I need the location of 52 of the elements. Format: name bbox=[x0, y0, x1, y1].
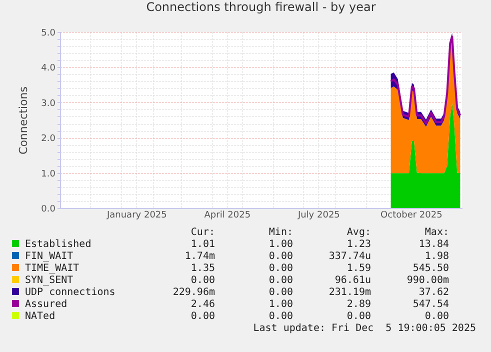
chart-title: Connections through firewall - by year bbox=[146, 0, 376, 14]
text: 0.00 bbox=[268, 263, 293, 275]
text: 0.00 bbox=[268, 275, 293, 287]
y-tick-label: 1.0 bbox=[41, 169, 56, 180]
y-tick-label: 5.0 bbox=[41, 28, 56, 38]
text: 1.00 bbox=[268, 239, 293, 251]
legend-label: SYN_SENT bbox=[24, 275, 74, 287]
text: 13.84 bbox=[418, 239, 449, 251]
text: 1.01 bbox=[190, 239, 215, 251]
legend-label: UDP connections bbox=[24, 287, 116, 299]
text: 1.35 bbox=[190, 263, 215, 275]
legend-label: FIN_WAIT bbox=[24, 251, 74, 263]
text: 337.74u bbox=[328, 251, 371, 263]
text: Min: bbox=[268, 227, 293, 239]
x-tick-label: July 2025 bbox=[296, 210, 340, 220]
text: 0.00 bbox=[346, 311, 371, 323]
text: 96.61u bbox=[334, 275, 371, 287]
text: 229.96m bbox=[172, 287, 215, 299]
text: 0.00 bbox=[268, 251, 293, 263]
legend-label: NATed bbox=[24, 311, 56, 323]
text: 1.00 bbox=[268, 299, 293, 311]
text: Cur: bbox=[190, 227, 215, 239]
text: 1.23 bbox=[346, 239, 371, 251]
text: Avg: bbox=[346, 227, 371, 239]
x-tick-label: October 2025 bbox=[380, 210, 442, 220]
text: 1.74m bbox=[184, 251, 215, 263]
text: Max: bbox=[424, 227, 449, 239]
legend-label: TIME_WAIT bbox=[24, 263, 80, 275]
text: 1.59 bbox=[346, 263, 371, 275]
y-tick-label: 0.0 bbox=[41, 204, 56, 214]
text: 990.00m bbox=[406, 275, 449, 287]
text: 1.98 bbox=[424, 251, 449, 263]
y-tick-label: 2.0 bbox=[41, 134, 56, 144]
y-axis-title: Connections bbox=[17, 86, 30, 154]
text: 2.89 bbox=[346, 299, 371, 311]
x-tick-label: April 2025 bbox=[204, 210, 251, 220]
x-tick-label: January 2025 bbox=[106, 210, 167, 220]
text: 0.00 bbox=[190, 311, 215, 323]
y-tick-label: 4.0 bbox=[41, 64, 56, 74]
legend-label: Established bbox=[24, 239, 92, 251]
text: 0.00 bbox=[268, 287, 293, 299]
text: 0.00 bbox=[268, 311, 293, 323]
text: 231.19m bbox=[328, 287, 371, 299]
legend-label: Assured bbox=[24, 299, 68, 311]
text: 0.00 bbox=[190, 275, 215, 287]
text: 2.46 bbox=[190, 299, 215, 311]
text: 0.00 bbox=[424, 311, 449, 323]
text: 545.50 bbox=[412, 263, 449, 275]
text: 37.62 bbox=[418, 287, 449, 299]
text: Last update: Fri Dec 5 19:00:05 2025 bbox=[253, 323, 476, 335]
text: 547.54 bbox=[412, 299, 449, 311]
y-tick-label: 3.0 bbox=[41, 98, 56, 109]
